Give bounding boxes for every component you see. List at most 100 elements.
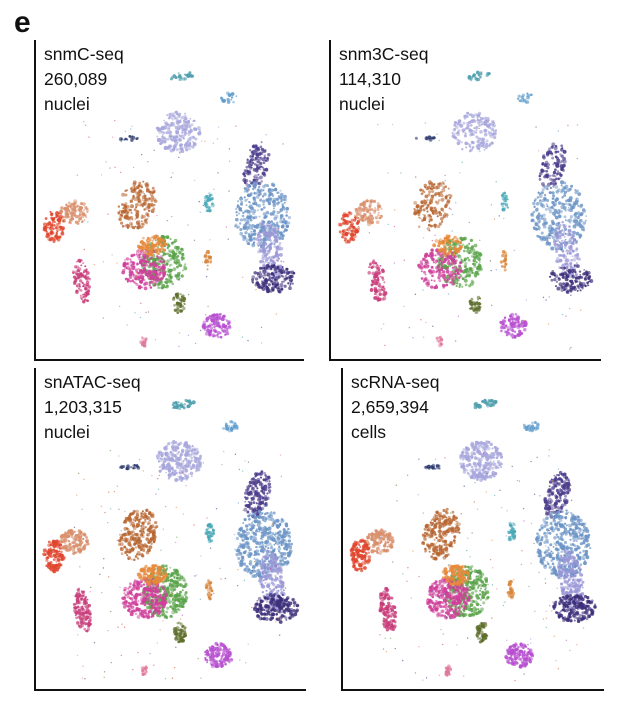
point (246, 228, 249, 231)
point (266, 249, 271, 254)
point (281, 280, 284, 284)
point (270, 272, 273, 275)
point (170, 458, 174, 461)
speck (114, 120, 116, 122)
point (357, 206, 362, 210)
point (540, 238, 544, 242)
point (279, 208, 284, 212)
point (249, 148, 252, 152)
point (126, 227, 129, 229)
point (168, 112, 172, 116)
point (263, 498, 267, 502)
point (414, 136, 418, 140)
point (177, 302, 180, 304)
point (429, 252, 433, 256)
point (380, 207, 383, 210)
point (554, 227, 557, 230)
speck (468, 221, 471, 224)
point (147, 203, 151, 206)
point (588, 275, 592, 279)
point (251, 149, 256, 154)
point (484, 145, 488, 150)
point (338, 230, 342, 234)
point (535, 215, 540, 220)
speck (451, 260, 453, 263)
point (426, 198, 429, 202)
point (208, 314, 211, 318)
point (362, 200, 366, 204)
point (244, 496, 247, 499)
point (540, 231, 544, 235)
point (251, 497, 255, 501)
speck (570, 347, 572, 349)
point (77, 287, 80, 290)
speck (478, 127, 480, 130)
point (424, 262, 428, 266)
point (138, 253, 141, 256)
point (64, 212, 69, 217)
point (261, 256, 265, 261)
point (470, 307, 474, 310)
point (141, 222, 146, 226)
point (434, 211, 439, 215)
point (267, 228, 271, 233)
point (562, 156, 567, 161)
point (250, 166, 253, 169)
point (275, 271, 278, 274)
point (453, 235, 458, 240)
point (430, 185, 434, 188)
point (185, 474, 189, 479)
point (466, 111, 470, 115)
point (479, 142, 482, 145)
point (182, 137, 185, 140)
point (249, 484, 252, 487)
speck (565, 315, 567, 317)
point (445, 194, 449, 198)
point (186, 399, 189, 402)
speck (216, 138, 219, 140)
point (541, 222, 545, 226)
point (188, 453, 192, 458)
point (546, 205, 549, 208)
speck (76, 174, 79, 176)
point (209, 197, 212, 201)
point (438, 182, 443, 187)
point (434, 192, 438, 196)
speck (568, 307, 571, 310)
point (210, 326, 214, 330)
point (259, 259, 263, 264)
point (134, 225, 137, 228)
speck (422, 237, 425, 239)
point (187, 130, 190, 133)
point (183, 302, 186, 305)
point (577, 285, 580, 288)
point (133, 254, 136, 257)
point (440, 262, 443, 265)
point (274, 214, 279, 219)
point (224, 423, 228, 427)
point (135, 137, 139, 141)
point (74, 209, 77, 212)
point (85, 268, 88, 271)
point (262, 266, 266, 270)
speck (492, 124, 494, 126)
point (169, 138, 172, 141)
point (273, 278, 277, 281)
point (370, 216, 375, 221)
point (239, 228, 243, 232)
point (125, 257, 130, 261)
point (459, 273, 462, 276)
point (187, 404, 191, 408)
point (542, 213, 546, 217)
point (583, 268, 586, 271)
speck (444, 174, 446, 177)
point (561, 147, 564, 150)
point (262, 269, 267, 274)
point (440, 207, 444, 212)
point (235, 536, 240, 541)
point (378, 292, 382, 297)
speck (277, 227, 280, 230)
point (69, 218, 72, 221)
point (157, 286, 160, 290)
point (572, 234, 576, 238)
